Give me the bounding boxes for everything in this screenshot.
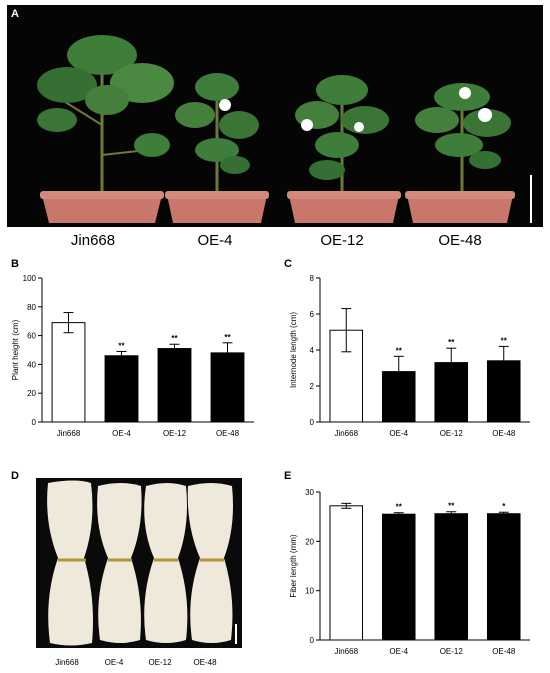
y-tick-label: 20 (305, 537, 314, 546)
y-axis-label: Internode length (cm) (289, 312, 298, 388)
fiber-bundle-oe4 (97, 483, 142, 643)
bar-oe-4 (381, 371, 416, 423)
y-tick-label: 80 (27, 303, 36, 312)
panel-label-e: E (284, 470, 292, 482)
y-tick-label: 20 (27, 389, 36, 398)
y-tick-label: 2 (310, 382, 315, 391)
y-axis-label: Plant height (cm) (11, 319, 20, 380)
plant-label-oe4: OE-4 (197, 232, 233, 249)
fiber-bundle-oe48 (187, 483, 233, 643)
y-tick-label: 8 (310, 274, 315, 283)
fiber-bundle-jin668 (47, 480, 93, 646)
panel-label-b: B (11, 258, 19, 270)
bar-oe-48 (210, 352, 245, 423)
x-tick-label: Jin668 (334, 647, 358, 656)
significance-mark: * (502, 502, 506, 511)
internode-length-chart: 0 2 4 6 8 Internode length (cm) Jin668 ** OE-4 **… (289, 274, 530, 438)
significance-mark: ** (448, 338, 455, 347)
y-tick-label: 10 (305, 587, 314, 596)
y-tick-label: 60 (27, 332, 36, 341)
plant-oe4 (165, 73, 269, 223)
plant-label-oe48: OE-48 (438, 232, 482, 249)
significance-mark: ** (118, 341, 125, 350)
bar-oe-48 (486, 513, 521, 641)
y-tick-label: 0 (310, 636, 315, 645)
panel-label-c: C (284, 258, 292, 270)
x-tick-label: OE-12 (440, 647, 464, 656)
x-tick-label: OE-48 (492, 647, 516, 656)
fiber-photo (36, 478, 242, 648)
y-tick-label: 0 (32, 418, 37, 427)
plant-photo-drawing (37, 35, 532, 223)
panel-label-d: D (11, 470, 19, 482)
x-tick-label: OE-4 (389, 647, 408, 656)
fiber-length-chart: 0 10 20 30 Fiber length (mm) Jin668 ** OE-4 ** OE… (289, 488, 530, 656)
bar-jin668 (51, 322, 86, 423)
fiber-label-oe4: OE-4 (104, 658, 124, 667)
x-tick-label: OE-48 (492, 429, 516, 438)
x-tick-label: OE-12 (440, 429, 464, 438)
significance-mark: ** (171, 334, 178, 343)
y-tick-label: 30 (305, 488, 314, 497)
panel-label-a: A (11, 8, 19, 20)
plant-height-chart: 0 20 40 60 80 100 Plant height (cm) Jin668 ** OE-… (11, 274, 254, 438)
x-tick-label: OE-12 (163, 429, 187, 438)
bar-oe-12 (434, 362, 469, 423)
fiber-label-jin668: Jin668 (55, 658, 79, 667)
plant-photo (7, 5, 543, 227)
bar-oe-4 (381, 513, 416, 641)
plant-jin668 (37, 35, 174, 223)
fiber-bundle-oe12 (144, 483, 188, 643)
y-tick-label: 6 (310, 310, 315, 319)
plant-label-oe12: OE-12 (320, 232, 364, 249)
bar-jin668 (329, 505, 364, 641)
y-tick-label: 100 (23, 274, 37, 283)
x-tick-label: Jin668 (334, 429, 358, 438)
bar-oe-48 (486, 360, 521, 423)
bar-oe-12 (434, 513, 469, 641)
x-tick-label: OE-4 (112, 429, 131, 438)
plant-oe48 (405, 83, 515, 223)
bar-oe-12 (157, 348, 192, 423)
plant-oe12 (287, 75, 401, 223)
y-axis-label: Fiber length (mm) (289, 534, 298, 597)
significance-mark: ** (224, 333, 231, 342)
y-tick-label: 4 (310, 346, 315, 355)
fiber-photo-drawing (47, 480, 237, 646)
significance-mark: ** (448, 502, 455, 511)
plant-label-jin668: Jin668 (70, 232, 116, 249)
y-tick-label: 0 (310, 418, 315, 427)
bar-oe-4 (104, 355, 139, 423)
fiber-label-oe48: OE-48 (193, 658, 217, 667)
significance-mark: ** (501, 336, 508, 345)
significance-mark: ** (396, 503, 403, 512)
y-tick-label: 40 (27, 360, 36, 369)
x-tick-label: OE-4 (389, 429, 408, 438)
significance-mark: ** (396, 346, 403, 355)
fiber-label-oe12: OE-12 (148, 658, 172, 667)
x-tick-label: Jin668 (57, 429, 81, 438)
x-tick-label: OE-48 (216, 429, 240, 438)
